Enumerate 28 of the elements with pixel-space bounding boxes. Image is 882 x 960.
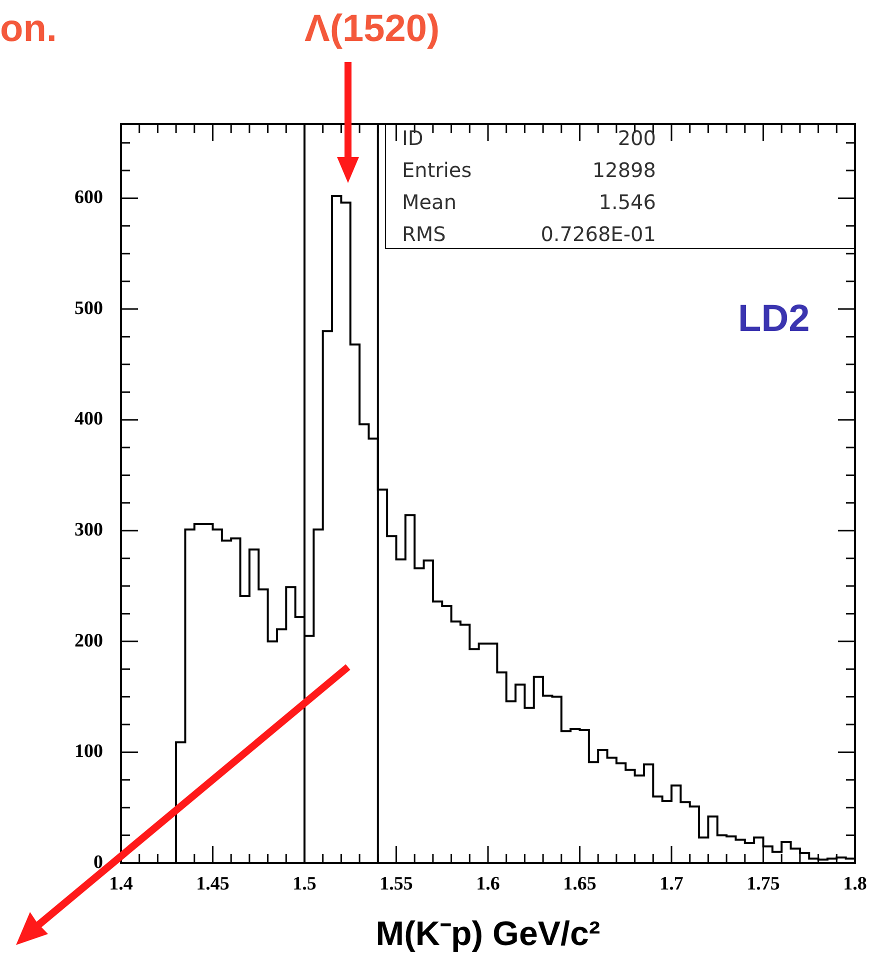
text: on. <box>0 8 57 50</box>
y-tick-label: 500 <box>74 298 103 319</box>
x-tick-label: 1.65 <box>563 873 596 894</box>
text: Λ(1520) <box>304 8 440 50</box>
annotation: Entries <box>402 158 472 182</box>
x-tick-label: 1.5 <box>292 873 316 894</box>
annotation: 0.7268E-01 <box>540 222 656 246</box>
annotation: LD2 <box>738 298 810 340</box>
x-tick-label: 1.7 <box>660 873 684 894</box>
annotation: 12898 <box>592 158 656 182</box>
x-tick-label: 1.45 <box>196 873 230 894</box>
x-tick-label: 1.55 <box>380 873 413 894</box>
y-tick-label: 100 <box>74 741 103 762</box>
annotation: 1.546 <box>598 190 656 214</box>
annotation: Mean <box>402 190 456 214</box>
x-tick-label: 1.8 <box>843 873 867 894</box>
y-tick-label: 600 <box>74 187 103 208</box>
x-tick-label: 1.75 <box>746 873 780 894</box>
x-axis-title: M(K⁻p) GeV/c² <box>376 914 600 953</box>
x-tick-label: 1.6 <box>476 873 500 894</box>
x-tick-label: 1.4 <box>109 873 134 894</box>
y-tick-label: 0 <box>94 852 103 873</box>
y-tick-label: 400 <box>74 408 103 430</box>
annotation: 200 <box>618 126 656 150</box>
y-tick-label: 300 <box>74 520 103 541</box>
annotation: RMS <box>402 222 446 246</box>
y-tick-label: 200 <box>74 630 103 652</box>
annotation: ID <box>402 126 424 150</box>
